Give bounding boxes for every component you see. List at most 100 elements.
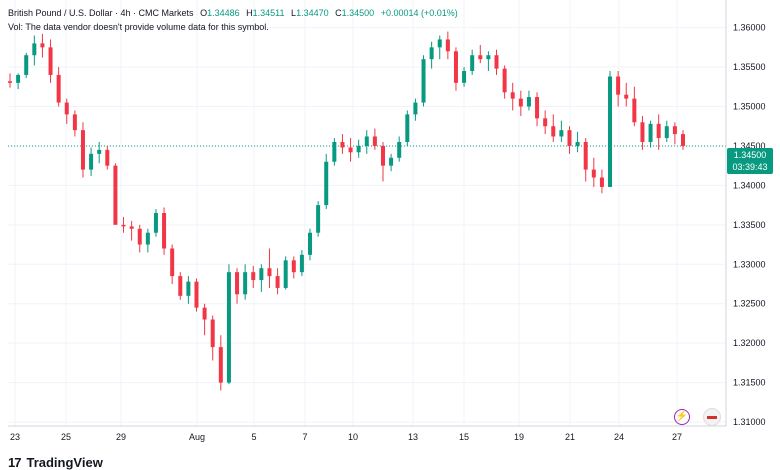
- price-tick-label: 1.33000: [733, 259, 766, 269]
- time-tick-label: 25: [61, 432, 71, 442]
- candle: [145, 228, 150, 253]
- candle: [226, 264, 231, 385]
- us-flag-icon[interactable]: ▬: [703, 408, 721, 426]
- candle: [291, 256, 296, 279]
- candle: [502, 65, 507, 99]
- tradingview-logo: 17 TradingView: [8, 455, 103, 470]
- candle-body: [340, 142, 345, 148]
- candle-body: [218, 347, 223, 383]
- candle-body: [429, 47, 434, 60]
- candle-body: [356, 145, 361, 153]
- candle: [656, 114, 661, 150]
- candle: [364, 130, 369, 154]
- candle: [186, 276, 191, 304]
- candle-body: [40, 43, 45, 48]
- candle: [89, 147, 94, 176]
- time-tick-label: 23: [10, 432, 20, 442]
- candle: [340, 134, 345, 154]
- candle: [348, 138, 353, 162]
- candle: [632, 86, 637, 127]
- legend-close-label: C: [335, 8, 342, 18]
- candle: [332, 138, 337, 166]
- candle-body: [64, 102, 69, 115]
- candle-body: [162, 213, 167, 249]
- candle-body: [186, 281, 191, 296]
- candle-body: [89, 153, 94, 170]
- candle: [48, 39, 53, 83]
- candle-body: [583, 142, 588, 170]
- candle: [389, 153, 394, 172]
- candle: [518, 90, 523, 116]
- price-tick-label: 1.32000: [733, 338, 766, 348]
- candle: [462, 67, 467, 87]
- candle-body: [567, 130, 572, 146]
- candle: [470, 49, 475, 75]
- candle-body: [121, 224, 126, 227]
- candle-body: [599, 177, 604, 187]
- candle: [324, 153, 329, 210]
- legend-open: 1.34486: [207, 8, 240, 18]
- candle: [624, 82, 629, 107]
- candle-body: [389, 157, 394, 166]
- time-tick-label: Aug: [189, 432, 205, 442]
- candle: [397, 136, 402, 162]
- chart-legend: British Pound / U.S. Dollar · 4h · CMC M…: [8, 6, 458, 34]
- time-tick-label: 13: [408, 432, 418, 442]
- candle-body: [551, 126, 556, 137]
- candle-body: [226, 272, 231, 383]
- candle: [308, 228, 313, 261]
- candle: [267, 248, 272, 288]
- candle: [137, 224, 142, 253]
- candle-body: [283, 260, 288, 288]
- candle-body: [397, 142, 402, 158]
- candle: [129, 220, 134, 241]
- candle: [243, 264, 248, 300]
- candle-body: [324, 161, 329, 206]
- candle-body: [656, 123, 661, 139]
- logo-mark: 17: [8, 455, 22, 470]
- candle-body: [97, 149, 102, 154]
- candle-body: [543, 118, 548, 127]
- candle-body: [267, 268, 272, 277]
- lightning-icon[interactable]: ⚡: [674, 409, 690, 425]
- candle: [8, 73, 12, 88]
- time-tick-label: 15: [459, 432, 469, 442]
- candle-body: [372, 136, 377, 146]
- candle-body: [24, 55, 29, 75]
- candle: [72, 110, 77, 137]
- price-tick-label: 1.34000: [733, 180, 766, 190]
- candle: [478, 44, 483, 64]
- bar-countdown: 03:39:43: [732, 162, 768, 172]
- candle: [648, 120, 653, 148]
- candle: [121, 216, 126, 233]
- candle: [170, 244, 175, 284]
- price-tick-label: 1.35500: [733, 62, 766, 72]
- candle-body: [510, 92, 515, 99]
- candle: [567, 126, 572, 154]
- candle-body: [80, 130, 85, 170]
- candle-body: [316, 205, 321, 233]
- candle-body: [478, 55, 483, 60]
- candle: [445, 31, 450, 60]
- candle-body: [486, 55, 491, 60]
- candle-body: [470, 55, 475, 71]
- candle-body: [8, 81, 12, 83]
- candle: [64, 98, 69, 124]
- legend-high: 1.34511: [252, 8, 285, 18]
- candle: [413, 98, 418, 121]
- candle-body: [72, 114, 77, 131]
- legend-volume-note: Vol: The data vendor doesn't provide vol…: [8, 22, 269, 32]
- candle: [681, 130, 685, 150]
- legend-symbol: British Pound / U.S. Dollar · 4h · CMC M…: [8, 8, 194, 18]
- candle: [162, 207, 167, 255]
- candle: [32, 35, 37, 66]
- time-tick-label: 24: [614, 432, 624, 442]
- candle-body: [380, 145, 385, 166]
- candle: [40, 33, 45, 58]
- candle-body: [137, 228, 142, 245]
- candle: [97, 142, 102, 164]
- legend-low: 1.34470: [296, 8, 329, 18]
- candle-body: [608, 76, 613, 187]
- candle-body: [535, 97, 540, 119]
